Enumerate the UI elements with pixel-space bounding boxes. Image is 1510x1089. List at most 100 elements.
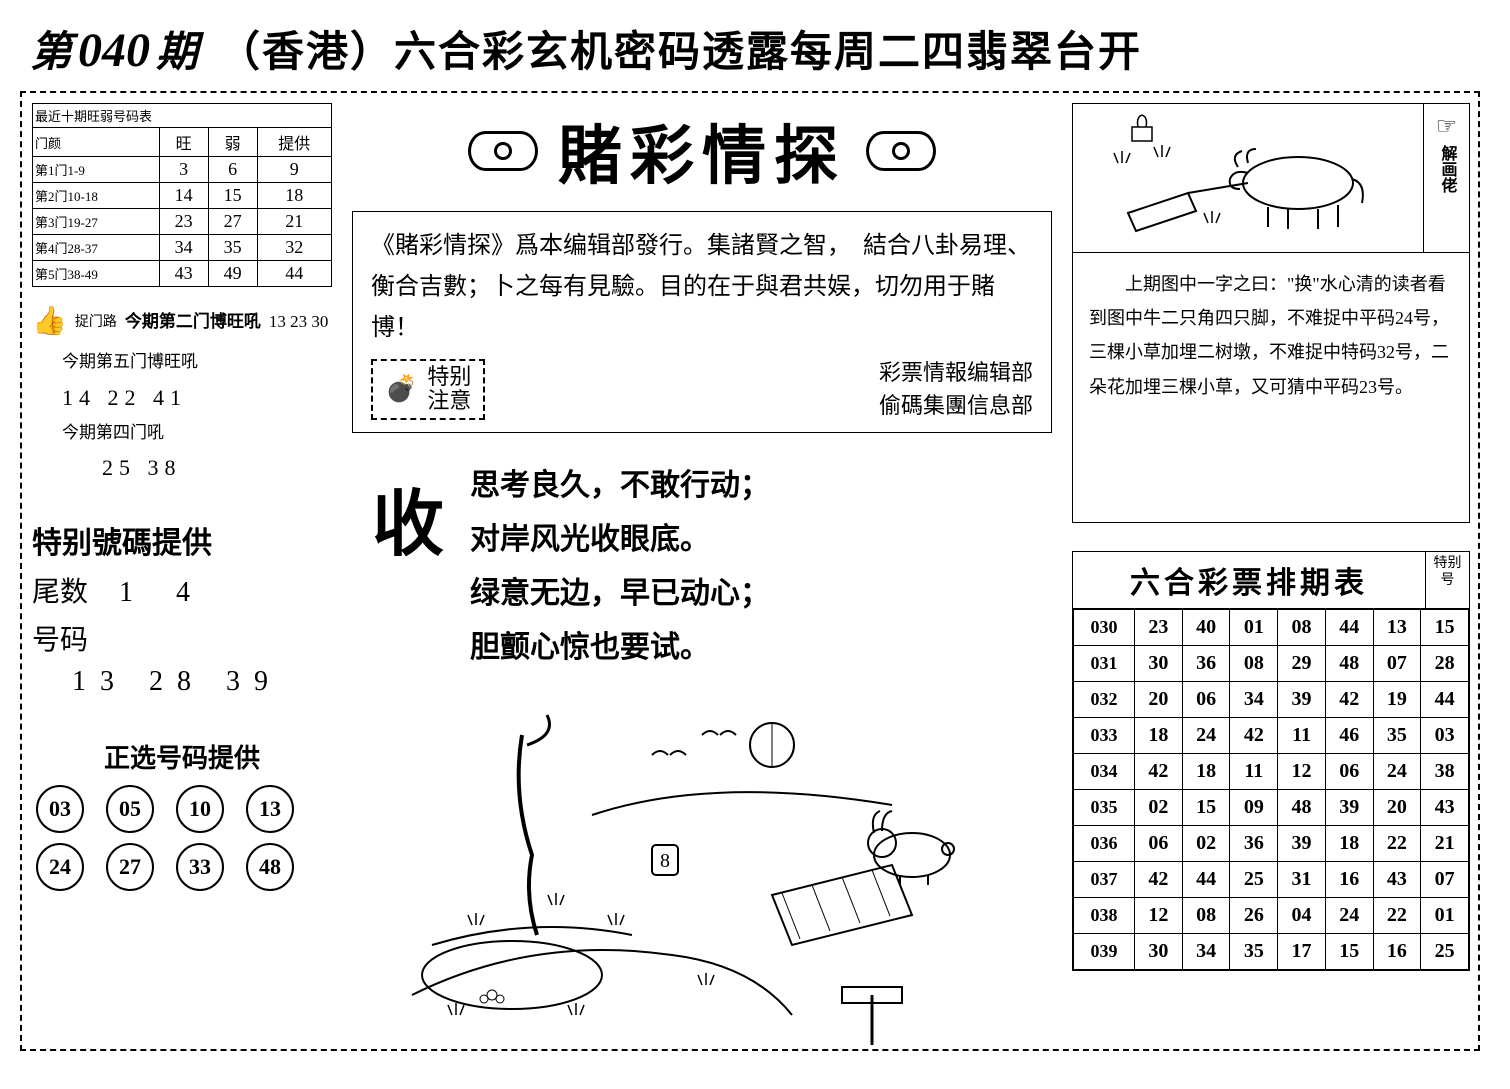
eye-icon-left — [468, 131, 538, 171]
table-row: 第4门28-37343532 — [33, 235, 332, 261]
table-cell: 26 — [1230, 898, 1278, 934]
table-cell: 15 — [1182, 790, 1230, 826]
table-cell: 17 — [1278, 934, 1326, 970]
table-cell: 07 — [1421, 862, 1469, 898]
table-cell: 第1门1-9 — [33, 157, 160, 183]
table-cell: 48 — [1325, 646, 1373, 682]
table-cell: 11 — [1278, 718, 1326, 754]
table-cell: 43 — [1421, 790, 1469, 826]
table-cell: 32 — [257, 235, 331, 261]
schedule-title: 六合彩票排期表 — [1073, 552, 1425, 608]
table-cell: 25 — [1421, 934, 1469, 970]
table-cell: 42 — [1230, 718, 1278, 754]
right-top-box: ☞ 解画佬 — [1072, 103, 1470, 253]
table-cell: 34 — [159, 235, 208, 261]
table-cell: 04 — [1278, 898, 1326, 934]
page-header: 第 040 期 （香港）六合彩玄机密码透露每周二四翡翠台开 — [20, 10, 1490, 91]
table-cell: 20 — [1135, 682, 1183, 718]
pick-ball: 48 — [246, 843, 294, 891]
table-cell: 18 — [1135, 718, 1183, 754]
table-cell: 16 — [1325, 862, 1373, 898]
table-cell: 031 — [1074, 646, 1135, 682]
right-column: ☞ 解画佬 上期图中一字之曰："换"水心清的读者看到图中牛二只角四只脚，不难捉中… — [1072, 103, 1470, 971]
table-cell: 037 — [1074, 862, 1135, 898]
table-cell: 035 — [1074, 790, 1135, 826]
table-cell: 09 — [1230, 790, 1278, 826]
thumbs-icon: 👍 — [32, 297, 67, 347]
table-cell: 23 — [1135, 610, 1183, 646]
title-row: 賭彩情探 — [352, 105, 1052, 197]
pick-ball: 24 — [36, 843, 84, 891]
vert-label: 解画佬 — [1435, 145, 1459, 193]
table-cell: 038 — [1074, 898, 1135, 934]
tips-line3-nums: 25 38 — [102, 448, 332, 488]
pick-ball: 27 — [106, 843, 154, 891]
table-cell: 36 — [1230, 826, 1278, 862]
table-cell: 07 — [1373, 646, 1421, 682]
poem-line: 思考良久，不敢行动； — [470, 459, 770, 513]
table-cell: 30 — [1135, 934, 1183, 970]
intro-box: 《賭彩情探》爲本编辑部發行。集諸賢之智， 結合八卦易理、衡合吉數；卜之每有見驗。… — [352, 211, 1052, 433]
table-row: 第2门10-18141518 — [33, 183, 332, 209]
table-row: 03930343517151625 — [1074, 934, 1469, 970]
sig2: 偷碼集團信息部 — [879, 389, 1033, 422]
picks-balls: 0305101324273348 — [36, 785, 332, 891]
table-cell: 12 — [1278, 754, 1326, 790]
table-cell: 15 — [1325, 934, 1373, 970]
poem-line: 绿意无边，早已动心； — [470, 567, 770, 621]
table-cell: 31 — [1278, 862, 1326, 898]
table-cell: 18 — [257, 183, 331, 209]
pick-ball: 33 — [176, 843, 224, 891]
table-cell: 第5门38-49 — [33, 261, 160, 287]
table-cell: 14 — [159, 183, 208, 209]
table-cell: 39 — [1325, 790, 1373, 826]
table-cell: 08 — [1278, 610, 1326, 646]
table-cell: 3 — [159, 157, 208, 183]
table-cell: 43 — [159, 261, 208, 287]
table-cell: 01 — [1421, 898, 1469, 934]
poem-block: 收 思考良久，不敢行动；对岸风光收眼底。绿意无边，早已动心；胆颤心惊也要试。 — [352, 459, 1052, 675]
schedule-special-col: 特别号 — [1425, 552, 1469, 608]
center-column: 賭彩情探 《賭彩情探》爲本编辑部發行。集諸賢之智， 結合八卦易理、衡合吉數；卜之… — [352, 105, 1052, 1055]
tips-line1-label: 今期第二门博旺吼 — [125, 307, 261, 338]
issue-suffix: 期 — [156, 18, 198, 79]
table-cell: 03 — [1421, 718, 1469, 754]
table-row: 第1门1-9369 — [33, 157, 332, 183]
table-cell: 030 — [1074, 610, 1135, 646]
header-title: （香港）六合彩玄机密码透露每周二四翡翠台开 — [218, 18, 1142, 79]
poem-char: 收 — [372, 489, 444, 561]
table-cell: 039 — [1074, 934, 1135, 970]
table-cell: 16 — [1373, 934, 1421, 970]
tail-nums: 1 4 — [119, 577, 208, 608]
table-cell: 第3门19-27 — [33, 209, 160, 235]
table-cell: 42 — [1135, 754, 1183, 790]
sig1: 彩票情報编辑部 — [879, 356, 1033, 389]
table-cell: 38 — [1421, 754, 1469, 790]
main-frame: 最近十期旺弱号码表 门颜 旺 弱 提供 第1门1-9369第2门10-18141… — [20, 91, 1480, 1051]
table-cell: 35 — [208, 235, 257, 261]
bomb-icon: 💣 — [385, 367, 417, 411]
table-cell: 22 — [1373, 826, 1421, 862]
code-nums: 13 28 39 — [72, 666, 332, 698]
table-cell: 18 — [1325, 826, 1373, 862]
table-cell: 01 — [1230, 610, 1278, 646]
issue-number: 040 — [78, 23, 150, 78]
table-cell: 033 — [1074, 718, 1135, 754]
right-explain-text: 上期图中一字之曰："换"水心清的读者看到图中牛二只角四只脚，不难捉中平码24号，… — [1072, 253, 1470, 523]
code-label: 号码 — [32, 625, 88, 656]
table-cell: 44 — [1182, 862, 1230, 898]
table-cell: 49 — [208, 261, 257, 287]
table-cell: 42 — [1135, 862, 1183, 898]
signatures: 彩票情報编辑部 偷碼集團信息部 — [879, 356, 1033, 422]
pick-ball: 10 — [176, 785, 224, 833]
tail-label: 尾数 — [32, 577, 88, 608]
illustration: 8 — [352, 695, 1052, 1055]
table-cell: 27 — [208, 209, 257, 235]
table-row: 03742442531164307 — [1074, 862, 1469, 898]
illustration-svg: 8 — [352, 695, 1052, 1055]
table-cell: 15 — [1421, 610, 1469, 646]
table-row: 03023400108441315 — [1074, 610, 1469, 646]
table-cell: 22 — [1373, 898, 1421, 934]
table-cell: 02 — [1182, 826, 1230, 862]
table-cell: 23 — [159, 209, 208, 235]
